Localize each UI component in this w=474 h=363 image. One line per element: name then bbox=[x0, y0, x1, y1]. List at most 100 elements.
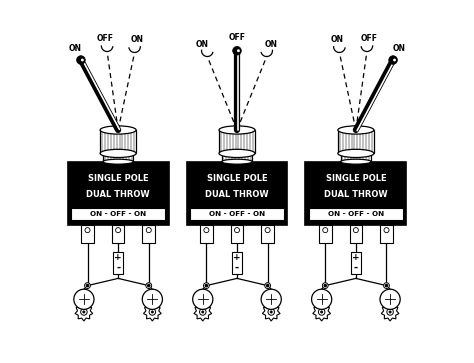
Circle shape bbox=[149, 309, 155, 315]
Ellipse shape bbox=[100, 126, 136, 134]
Text: ON: ON bbox=[131, 35, 144, 44]
Text: ON: ON bbox=[392, 44, 406, 53]
Bar bbox=[351, 252, 361, 274]
Bar bbox=[232, 252, 242, 274]
Text: DUAL THROW: DUAL THROW bbox=[205, 190, 269, 199]
Ellipse shape bbox=[338, 149, 374, 158]
Polygon shape bbox=[262, 303, 280, 321]
Circle shape bbox=[266, 285, 269, 287]
Bar bbox=[340, 153, 371, 162]
Ellipse shape bbox=[340, 159, 371, 164]
Circle shape bbox=[384, 228, 389, 233]
Text: +: + bbox=[114, 253, 122, 262]
Text: SINGLE POLE: SINGLE POLE bbox=[88, 174, 148, 183]
Bar bbox=[81, 225, 94, 243]
Bar bbox=[68, 162, 169, 225]
Ellipse shape bbox=[100, 149, 136, 158]
Ellipse shape bbox=[222, 150, 252, 155]
Circle shape bbox=[85, 228, 90, 233]
Bar bbox=[309, 208, 403, 220]
Text: OFF: OFF bbox=[97, 34, 114, 43]
Text: ON: ON bbox=[68, 44, 82, 53]
Circle shape bbox=[204, 228, 209, 233]
Circle shape bbox=[148, 285, 150, 287]
Circle shape bbox=[81, 309, 87, 315]
Circle shape bbox=[320, 311, 323, 313]
Bar bbox=[103, 153, 134, 162]
Circle shape bbox=[83, 311, 85, 313]
Circle shape bbox=[203, 283, 209, 289]
Ellipse shape bbox=[103, 150, 134, 155]
Circle shape bbox=[237, 49, 240, 52]
Circle shape bbox=[353, 228, 358, 233]
Circle shape bbox=[146, 228, 151, 233]
Circle shape bbox=[265, 283, 271, 289]
Text: OFF: OFF bbox=[228, 33, 246, 42]
Bar bbox=[231, 225, 243, 243]
Bar bbox=[113, 252, 123, 274]
Circle shape bbox=[383, 283, 389, 289]
Bar bbox=[305, 162, 406, 225]
Bar bbox=[200, 225, 213, 243]
Ellipse shape bbox=[338, 126, 374, 134]
Text: OFF: OFF bbox=[360, 34, 377, 43]
Bar bbox=[349, 225, 362, 243]
Polygon shape bbox=[381, 303, 399, 321]
Bar bbox=[222, 153, 252, 162]
Circle shape bbox=[200, 309, 206, 315]
Polygon shape bbox=[313, 303, 330, 321]
Circle shape bbox=[205, 285, 208, 287]
Bar bbox=[112, 225, 125, 243]
Text: +: + bbox=[233, 253, 241, 262]
Circle shape bbox=[380, 289, 400, 309]
Circle shape bbox=[311, 289, 332, 309]
Text: ON - OFF - ON: ON - OFF - ON bbox=[328, 211, 384, 217]
Ellipse shape bbox=[340, 150, 371, 155]
Circle shape bbox=[201, 311, 204, 313]
Circle shape bbox=[74, 289, 94, 309]
Bar bbox=[100, 130, 136, 154]
Polygon shape bbox=[75, 303, 93, 321]
Text: -: - bbox=[235, 262, 239, 272]
Circle shape bbox=[265, 228, 270, 233]
Circle shape bbox=[146, 283, 152, 289]
Bar bbox=[261, 225, 274, 243]
Polygon shape bbox=[144, 303, 161, 321]
Text: ON - OFF - ON: ON - OFF - ON bbox=[90, 211, 146, 217]
Circle shape bbox=[389, 311, 391, 313]
Circle shape bbox=[151, 311, 154, 313]
Circle shape bbox=[193, 289, 213, 309]
Text: DUAL THROW: DUAL THROW bbox=[324, 190, 388, 199]
Text: ON: ON bbox=[265, 40, 278, 49]
Circle shape bbox=[261, 289, 281, 309]
Circle shape bbox=[270, 311, 273, 313]
Ellipse shape bbox=[219, 149, 255, 158]
Polygon shape bbox=[194, 303, 212, 321]
Text: SINGLE POLE: SINGLE POLE bbox=[207, 174, 267, 183]
Bar bbox=[187, 162, 287, 225]
Circle shape bbox=[116, 228, 121, 233]
Circle shape bbox=[268, 309, 274, 315]
Circle shape bbox=[85, 283, 91, 289]
Text: SINGLE POLE: SINGLE POLE bbox=[326, 174, 386, 183]
Circle shape bbox=[81, 58, 84, 61]
Ellipse shape bbox=[103, 159, 134, 164]
Circle shape bbox=[319, 309, 325, 315]
Text: DUAL THROW: DUAL THROW bbox=[86, 190, 150, 199]
Bar bbox=[319, 225, 331, 243]
Bar bbox=[338, 130, 374, 154]
Circle shape bbox=[323, 228, 328, 233]
Circle shape bbox=[322, 283, 328, 289]
Text: ON: ON bbox=[196, 40, 209, 49]
Circle shape bbox=[86, 285, 89, 287]
Bar bbox=[143, 225, 155, 243]
Text: ON: ON bbox=[330, 35, 343, 44]
Ellipse shape bbox=[219, 126, 255, 134]
Circle shape bbox=[77, 56, 85, 64]
Text: -: - bbox=[354, 262, 358, 272]
Circle shape bbox=[387, 309, 393, 315]
Bar bbox=[219, 130, 255, 154]
Bar bbox=[380, 225, 393, 243]
Circle shape bbox=[324, 285, 326, 287]
Circle shape bbox=[393, 58, 396, 61]
